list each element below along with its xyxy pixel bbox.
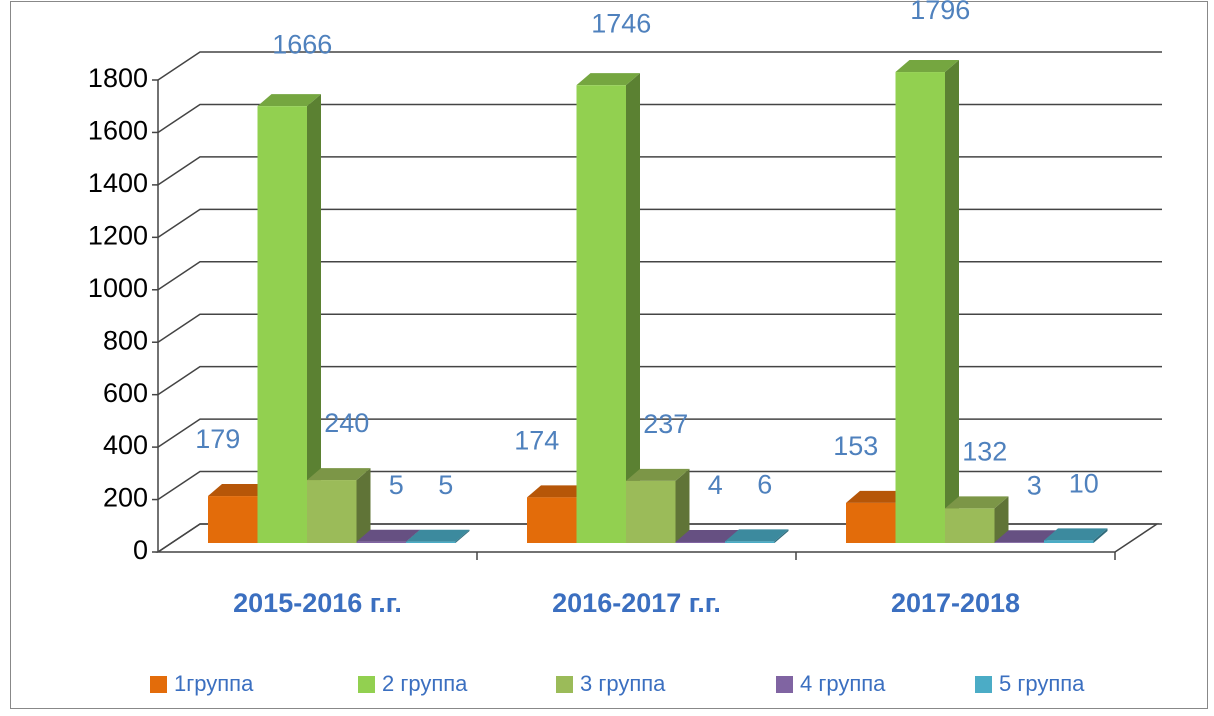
x-tick-label: 2016-2017 г.г. <box>552 588 721 618</box>
data-label: 5 <box>438 470 453 500</box>
bar <box>307 468 371 543</box>
bar-top <box>1044 528 1108 541</box>
y-tick-label: 400 <box>103 430 148 460</box>
bar-side <box>626 73 640 543</box>
y-tick-label: 0 <box>133 535 148 565</box>
data-label: 179 <box>195 424 240 454</box>
data-label: 132 <box>962 437 1007 467</box>
bar-side <box>307 94 321 543</box>
legend-label: 3 группа <box>580 671 666 696</box>
x-tick-label: 2015-2016 г.г. <box>233 588 402 618</box>
bar-front <box>208 496 258 543</box>
bar-front <box>675 541 725 543</box>
legend-label: 1группа <box>174 671 254 696</box>
data-label: 174 <box>514 425 559 455</box>
bar <box>1044 528 1108 543</box>
data-label: 240 <box>324 408 369 438</box>
bar-front <box>257 106 307 543</box>
bar <box>626 468 690 543</box>
data-label: 6 <box>757 470 772 500</box>
data-label: 153 <box>833 431 878 461</box>
legend-label: 5 группа <box>999 671 1085 696</box>
legend-swatch <box>556 676 573 693</box>
bar-front <box>846 502 896 543</box>
bar-front <box>406 541 456 543</box>
legend-swatch <box>776 676 793 693</box>
data-label: 1746 <box>591 8 651 38</box>
data-label: 5 <box>389 470 404 500</box>
bar-side <box>774 529 789 543</box>
data-label: 10 <box>1069 469 1099 499</box>
bar-top <box>994 530 1058 543</box>
grid-line <box>157 51 1162 81</box>
bar-top <box>626 468 690 481</box>
bar <box>406 529 470 543</box>
y-tick-label: 1600 <box>88 116 148 146</box>
bar-front <box>307 480 357 543</box>
bar-top <box>846 490 910 503</box>
y-tick-label: 1200 <box>88 220 148 250</box>
bar-side <box>356 468 371 543</box>
data-label: 1666 <box>272 29 332 59</box>
bar-top <box>576 73 640 86</box>
legend-label: 2 группа <box>382 671 468 696</box>
bar <box>725 529 789 543</box>
grid-line <box>157 261 1162 291</box>
bar-front <box>725 541 775 543</box>
data-label: 4 <box>708 470 723 500</box>
bar-top <box>307 468 371 481</box>
bar-top <box>208 484 272 497</box>
bar-side <box>455 529 470 543</box>
legend-label: 4 группа <box>800 671 886 696</box>
data-label: 1796 <box>910 0 970 25</box>
bar-top <box>356 529 420 542</box>
legend-swatch <box>150 676 167 693</box>
grid-line <box>157 418 1162 448</box>
bar-side <box>945 60 959 543</box>
bar <box>257 94 321 543</box>
legend-swatch <box>358 676 375 693</box>
bar-front <box>626 480 676 543</box>
data-label: 3 <box>1027 470 1042 500</box>
legend-swatch <box>975 676 992 693</box>
x-tick-label: 2017-2018 <box>891 588 1020 618</box>
bar-front <box>356 541 406 543</box>
bar-front <box>1044 540 1094 543</box>
bar-top <box>725 529 789 542</box>
bar-front <box>895 72 945 543</box>
bar-top <box>675 529 739 542</box>
y-tick-label: 200 <box>103 483 148 513</box>
bar <box>576 73 640 543</box>
bar-side <box>675 468 690 543</box>
bar-top <box>895 60 959 73</box>
bar-side <box>1093 528 1108 543</box>
grid-line <box>157 470 1162 501</box>
y-tick-label: 600 <box>103 378 148 408</box>
bar-top <box>945 496 1009 509</box>
bar-front <box>994 542 1044 543</box>
grid-line <box>157 103 1162 134</box>
y-tick-label: 800 <box>103 325 148 355</box>
y-tick-label: 1000 <box>88 273 148 303</box>
grid-line <box>157 208 1162 238</box>
grid-line <box>157 523 1162 553</box>
bar-front <box>576 85 626 543</box>
bar-front <box>945 508 995 543</box>
bar-side <box>994 496 1009 543</box>
bar-top <box>527 485 591 498</box>
y-tick-label: 1800 <box>88 63 148 93</box>
grid-line <box>157 156 1162 186</box>
y-tick-label: 1400 <box>88 168 148 198</box>
bar-front <box>527 497 577 543</box>
data-label: 237 <box>643 409 688 439</box>
grid-line <box>157 313 1162 343</box>
grid-line <box>157 365 1162 396</box>
bar <box>945 496 1009 543</box>
bar-top <box>406 529 470 542</box>
bar-top <box>257 94 321 107</box>
bar <box>895 60 959 543</box>
